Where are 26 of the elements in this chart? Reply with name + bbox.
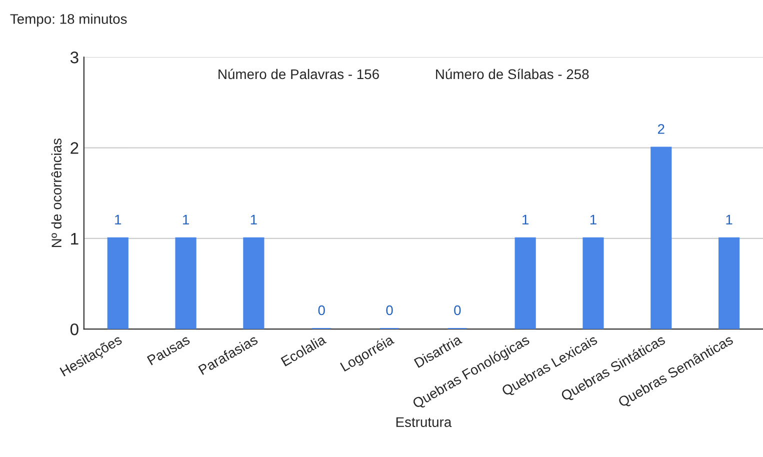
y-axis-title: Nº de ocorrências — [51, 138, 62, 247]
annotation: Número de Palavras - 156 — [218, 68, 379, 80]
data-label: 1 — [250, 214, 257, 224]
data-label: 0 — [318, 305, 325, 316]
bar — [107, 237, 128, 330]
data-label: 1 — [590, 214, 596, 224]
data-label: 1 — [522, 214, 529, 224]
bar — [243, 237, 264, 330]
y-tick-label: 2 — [70, 142, 78, 154]
x-axis-title: Estrutura — [396, 417, 452, 428]
bar — [718, 237, 740, 330]
data-label: 0 — [386, 305, 393, 316]
bar — [582, 237, 604, 330]
annotation: Número de Sílabas - 258 — [436, 68, 589, 80]
y-tick-label: 3 — [70, 52, 78, 64]
data-label: 1 — [115, 214, 122, 224]
data-label: 1 — [726, 214, 732, 224]
bar — [514, 237, 536, 330]
bar — [175, 237, 196, 330]
data-label: 2 — [658, 124, 664, 134]
data-label: 1 — [182, 214, 189, 224]
bar — [650, 146, 672, 330]
y-tick-label: 0 — [70, 323, 78, 336]
data-label: 0 — [454, 305, 461, 316]
chart-title: Tempo: 18 minutos — [10, 14, 127, 27]
y-tick-label: 1 — [71, 232, 78, 244]
